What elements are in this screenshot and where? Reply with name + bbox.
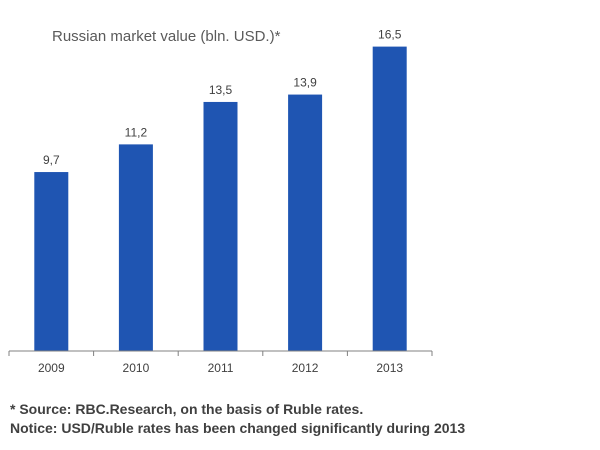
bar-2012 [288,94,323,351]
x-axis-tick-labels: 2009 2010 2011 2012 2013 [38,361,403,375]
x-tick-label-2013: 2013 [376,361,403,375]
chart-title: Russian market value (bln. USD.)* [52,28,281,45]
footnotes: * Source: RBC.Research, on the basis of … [10,400,465,438]
bar-chart: Russian market value (bln. USD.)* 9,7 11,… [8,28,433,375]
x-tick-label-2012: 2012 [292,361,319,375]
bar-2011 [203,101,238,351]
data-label-2013: 16,5 [378,28,402,42]
x-tick-label-2011: 2011 [208,361,234,375]
bar-2013 [372,46,407,351]
bars-layer [34,46,407,351]
bar-2010 [118,144,153,351]
data-label-2010: 11,2 [125,125,148,139]
source-footnote: * Source: RBC.Research, on the basis of … [10,401,364,417]
data-label-2011: 13,5 [209,83,233,97]
x-axis-ticks [8,351,433,356]
x-tick-label-2009: 2009 [38,361,65,375]
notice-footnote: Notice: USD/Ruble rates has been changed… [10,420,466,436]
data-label-2009: 9,7 [43,153,60,167]
data-label-2012: 13,9 [293,76,317,90]
x-tick-label-2010: 2010 [123,361,150,375]
bar-2009 [34,172,69,351]
value-labels-layer: 9,7 11,2 13,5 13,9 16,5 [43,28,402,167]
